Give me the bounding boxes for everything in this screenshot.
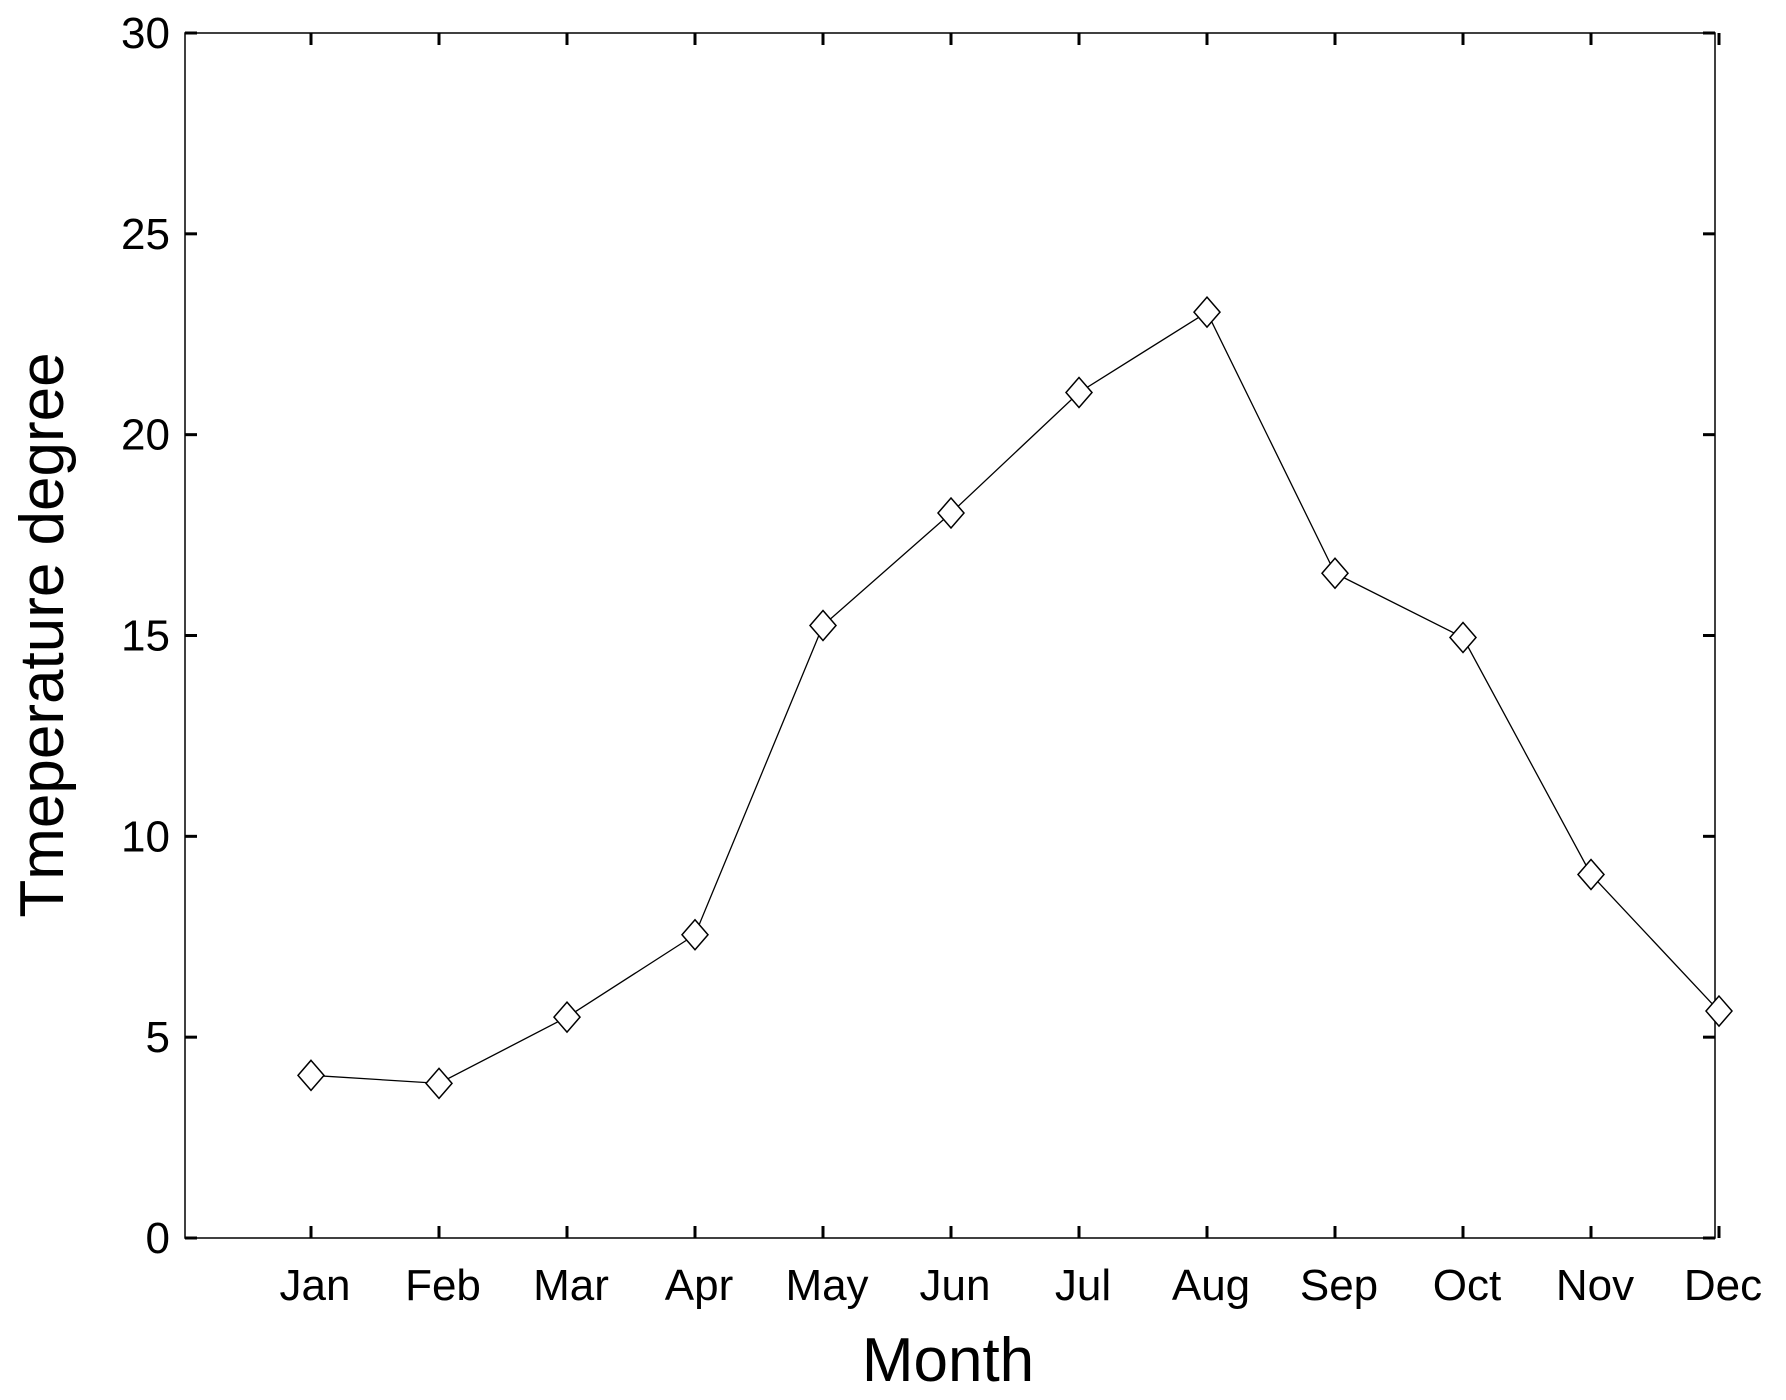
x-tick-label: Dec [1684,1261,1762,1310]
data-point-jan [297,1059,325,1092]
data-point-feb [425,1067,453,1100]
x-tick-label: May [785,1261,868,1310]
x-tick-label: Apr [665,1261,733,1310]
y-tick-label: 30 [121,9,170,58]
data-point-jul [1065,376,1093,409]
x-tick-label: Nov [1556,1261,1634,1310]
x-tick-label: Oct [1433,1261,1501,1310]
x-tick-label: Jun [920,1261,991,1310]
plot-area [184,32,1716,1239]
data-point-may [809,609,837,642]
data-point-dec [1705,994,1733,1028]
y-axis-ticks: 0 5 10 15 20 25 30 [121,9,1715,1263]
y-axis-label: Tmeperature degree [8,352,77,917]
data-point-apr [681,918,709,951]
y-tick-label: 10 [121,812,170,861]
x-tick-label: Sep [1300,1261,1378,1310]
plot-frame [184,32,1716,1239]
data-point-sep [1321,557,1349,590]
data-point-mar [553,1000,581,1034]
x-tick-label: Jan [280,1261,351,1310]
y-tick-label: 5 [146,1013,170,1062]
series-line [310,311,1720,1085]
data-point-aug [1193,296,1221,329]
x-axis-label: Month [862,1326,1034,1395]
series-layer [297,296,1733,1100]
data-point-jun [937,496,965,530]
x-tick-label: Mar [533,1261,609,1310]
y-tick-label: 25 [121,210,170,259]
data-point-oct [1449,621,1477,654]
x-axis-ticks: Jan Feb Mar Apr May Jun Jul Aug Sep Oct Nov Dec [280,33,1762,1310]
x-tick-label: Feb [405,1261,481,1310]
data-point-nov [1577,858,1605,891]
x-tick-label: Aug [1172,1261,1250,1310]
y-tick-label: 15 [121,612,170,661]
x-tick-label: Jul [1055,1261,1111,1310]
y-tick-label: 0 [146,1214,170,1263]
y-tick-label: 20 [121,411,170,460]
